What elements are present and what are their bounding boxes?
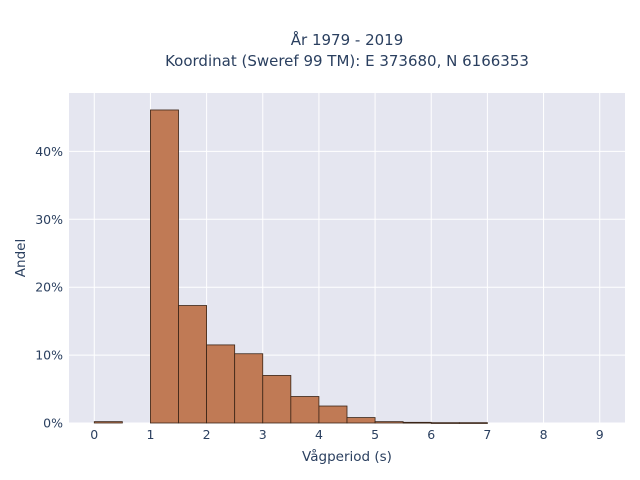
x-tick-label: 4 [315,427,323,442]
histogram-bar [402,421,432,424]
histogram-bar [346,417,376,424]
histogram-bar [178,305,207,424]
chart-title-line1: År 1979 - 2019 [291,30,404,49]
x-tick-labels: 0 1 2 3 4 5 6 7 8 9 [90,427,603,442]
histogram-bar [430,422,460,424]
histogram-bar [93,421,123,424]
histogram-bar [374,421,404,424]
y-axis-label: Andel [13,239,29,277]
histogram-bar [290,396,320,424]
chart-title-line2: Koordinat (Sweref 99 TM): E 373680, N 61… [165,52,529,70]
x-tick-label: 7 [483,427,491,442]
x-tick-label: 6 [427,427,435,442]
y-tick-label: 30% [35,212,63,227]
x-axis-label: Vågperiod (s) [302,448,392,465]
histogram-bar [262,375,292,424]
histogram-bar [318,405,348,424]
x-tick-label: 9 [596,427,604,442]
x-tick-label: 8 [540,427,548,442]
y-tick-label: 20% [35,280,63,295]
x-tick-label: 1 [146,427,154,442]
x-tick-label: 3 [259,427,267,442]
histogram-bar [458,422,488,424]
histogram-bar [234,353,264,424]
y-tick-label: 10% [35,348,63,363]
x-tick-label: 2 [203,427,211,442]
bars [93,109,488,424]
x-tick-label: 0 [90,427,98,442]
x-tick-label: 5 [371,427,379,442]
y-tick-label: 40% [35,144,63,159]
y-tick-labels: 0% 10% 20% 30% 40% [35,144,63,431]
y-tick-label: 0% [43,416,63,431]
histogram-bar [206,344,236,424]
histogram-bar [150,109,179,424]
